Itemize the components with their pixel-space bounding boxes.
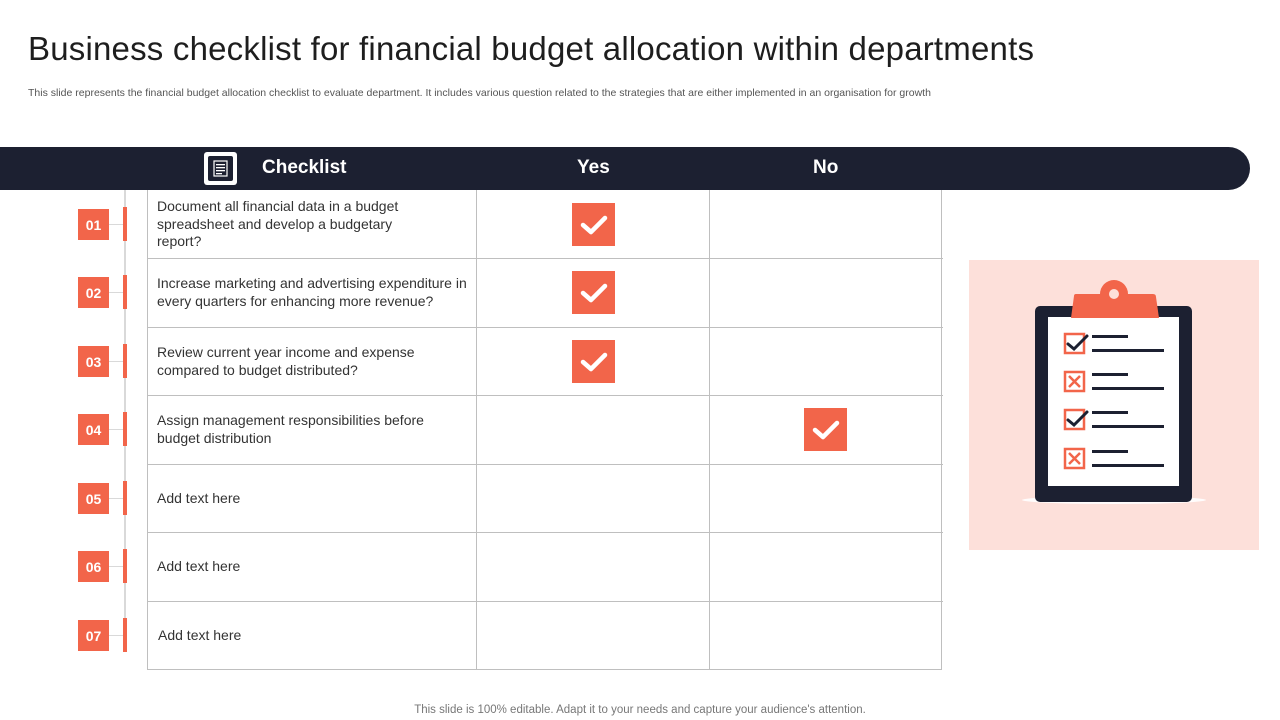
checklist-question: Add text here (157, 558, 241, 574)
row-marker (123, 275, 127, 309)
row-number: 02 (78, 277, 109, 308)
checklist-question: Assign management responsibilities befor… (157, 412, 424, 446)
row-marker (123, 207, 127, 241)
row-marker (123, 549, 127, 583)
clipboard-illustration (969, 260, 1259, 550)
checklist-question: Add text here (158, 627, 242, 643)
row-marker (123, 344, 127, 378)
checklist-question: Add text here (157, 490, 241, 506)
row-connector (109, 635, 123, 636)
column-header-no: No (813, 157, 839, 178)
checklist-icon (204, 152, 237, 185)
clipboard-checklist-icon (1022, 280, 1206, 504)
table-header-bar (0, 147, 1250, 190)
checklist-table (147, 190, 943, 670)
yes-checkmark-icon[interactable] (572, 271, 615, 314)
row-connector (109, 566, 123, 567)
row-number: 07 (78, 620, 109, 651)
yes-checkmark-icon[interactable] (572, 340, 615, 383)
column-header-checklist: Checklist (262, 157, 347, 178)
row-marker (123, 412, 127, 446)
footer-note: This slide is 100% editable. Adapt it to… (414, 704, 866, 716)
checklist-question: Increase marketing and advertising expen… (157, 275, 467, 309)
checklist-question: Document all financial data in a budget … (157, 198, 399, 249)
row-connector (109, 224, 123, 225)
row-number: 03 (78, 346, 109, 377)
row-number: 05 (78, 483, 109, 514)
page-subtitle: This slide represents the financial budg… (28, 87, 931, 99)
row-connector (109, 498, 123, 499)
yes-checkmark-icon[interactable] (572, 203, 615, 246)
row-number: 01 (78, 209, 109, 240)
row-number: 04 (78, 414, 109, 445)
checklist-question: Review current year income and expense c… (157, 344, 415, 378)
row-marker (123, 481, 127, 515)
row-connector (109, 361, 123, 362)
no-checkmark-icon[interactable] (804, 408, 847, 451)
row-number: 06 (78, 551, 109, 582)
page-title: Business checklist for financial budget … (28, 30, 1035, 67)
row-connector (109, 429, 123, 430)
column-header-yes: Yes (577, 157, 610, 178)
row-marker (123, 618, 127, 652)
row-connector (109, 292, 123, 293)
